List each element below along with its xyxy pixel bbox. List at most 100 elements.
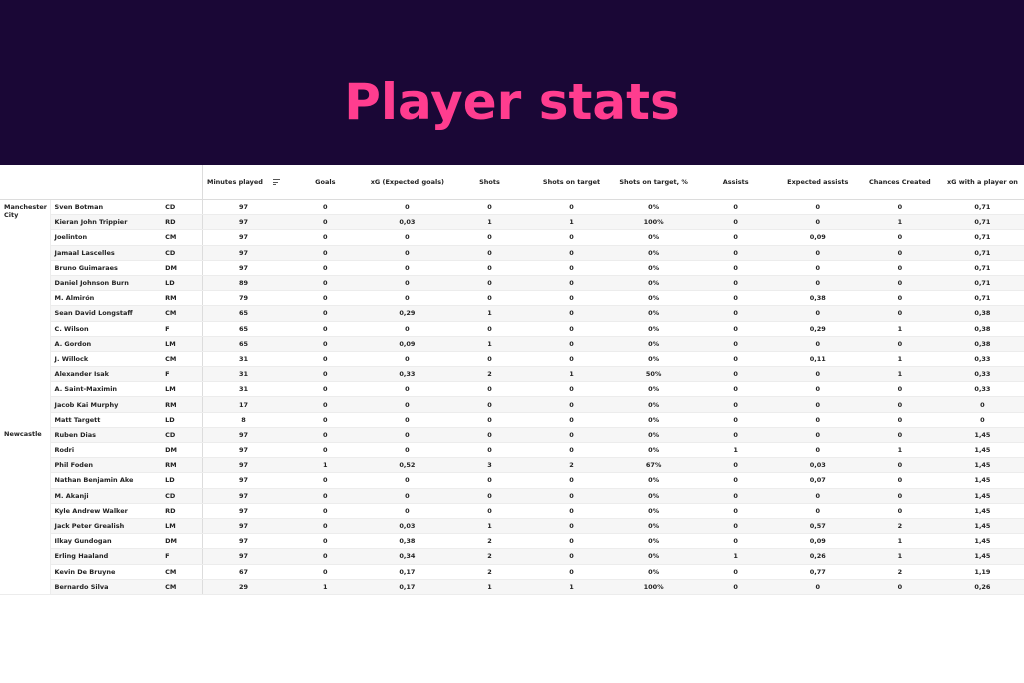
player-position: CD: [163, 488, 203, 504]
player-name[interactable]: Kieran John Trippier: [49, 214, 164, 231]
player-name[interactable]: Bernardo Silva: [49, 579, 164, 595]
table-row[interactable]: Daniel Johnson Burn LD 89 0 0 0 0 0% 0 0 0 0,71: [0, 275, 1024, 292]
player-name[interactable]: Phil Foden: [49, 457, 164, 474]
player-name[interactable]: Rodri: [49, 442, 164, 459]
player-name[interactable]: Jack Peter Grealish: [49, 518, 164, 535]
player-name[interactable]: Jamaal Lascelles: [49, 245, 164, 261]
player-name[interactable]: Jacob Kai Murphy: [49, 396, 164, 413]
cell-xgon: 0,38: [940, 321, 1024, 337]
table-row[interactable]: Kieran John Trippier RD 97 0 0,03 1 1 100% 0 0 1 0,…: [0, 214, 1024, 231]
table-row[interactable]: Manchester City Sven Botman CD 97 0 0 0 0 0% 0 0 0 0…: [0, 199, 1024, 219]
cell-sotpct: 67%: [612, 457, 695, 474]
cell-xa: 0,77: [776, 564, 859, 580]
column-header-label: Expected assists: [787, 178, 849, 186]
player-name[interactable]: A. Saint-Maximin: [49, 381, 164, 398]
player-name[interactable]: Alexander Isak: [49, 366, 164, 383]
table-row[interactable]: Ilkay Gundogan DM 97 0 0,38 2 0 0% 0 0,09 1 1,45: [0, 533, 1024, 550]
cell-chances: 0: [858, 457, 941, 474]
cell-shots: 1: [448, 518, 531, 535]
player-name[interactable]: A. Gordon: [49, 336, 164, 352]
table-row[interactable]: Phil Foden RM 97 1 0,52 3 2 67% 0 0,03 0 1,45: [0, 457, 1024, 474]
player-name[interactable]: Ilkay Gundogan: [49, 533, 164, 550]
column-header-sot[interactable]: Shots on target: [530, 165, 613, 200]
cell-xa: 0,11: [776, 351, 859, 368]
table-row[interactable]: Rodri DM 97 0 0 0 0 0% 1 0 1 1,45: [0, 442, 1024, 459]
cell-shots: 1: [448, 579, 531, 595]
player-name[interactable]: Sean David Longstaff: [49, 305, 164, 322]
column-header-goals[interactable]: Goals: [284, 165, 367, 200]
table-row[interactable]: Newcastle Ruben Dias CD 97 0 0 0 0 0% 0 0 0 1,45: [0, 427, 1024, 595]
table-row[interactable]: Bruno Guimaraes DM 97 0 0 0 0 0% 0 0 0 0,71: [0, 260, 1024, 276]
cell-chances: 0: [858, 579, 941, 595]
player-position: RM: [163, 396, 203, 413]
table-row[interactable]: Jamaal Lascelles CD 97 0 0 0 0 0% 0 0 0 0,71: [0, 245, 1024, 261]
table-row[interactable]: A. Saint-Maximin LM 31 0 0 0 0 0% 0 0 0 0,33: [0, 381, 1024, 398]
column-header-sotpct[interactable]: Shots on target, %: [612, 165, 695, 200]
cell-sot: 0: [530, 305, 613, 322]
cell-xa: 0,09: [776, 229, 859, 246]
player-name[interactable]: J. Willock: [49, 351, 164, 368]
table-row[interactable]: Jack Peter Grealish LM 97 0 0,03 1 0 0% 0 0,57 2 1,…: [0, 518, 1024, 535]
cell-xa: 0,57: [776, 518, 859, 535]
table-row[interactable]: Jacob Kai Murphy RM 17 0 0 0 0 0% 0 0 0 0: [0, 396, 1024, 413]
cell-assists: 0: [694, 260, 777, 276]
player-name[interactable]: Ruben Dias: [49, 427, 164, 444]
player-name[interactable]: Bruno Guimaraes: [49, 260, 164, 276]
cell-goals: 0: [284, 229, 367, 246]
table-row[interactable]: M. Almirón RM 79 0 0 0 0 0% 0 0,38 0 0,71: [0, 290, 1024, 307]
player-position: DM: [163, 533, 203, 550]
column-header-xa[interactable]: Expected assists: [776, 165, 859, 200]
cell-sot: 0: [530, 199, 613, 216]
column-header-xg[interactable]: xG (Expected goals): [366, 165, 449, 200]
cell-xgon: 0,71: [940, 229, 1024, 246]
column-header-chances[interactable]: Chances Created: [858, 165, 941, 200]
player-name[interactable]: Kevin De Bruyne: [49, 564, 164, 580]
cell-assists: 0: [694, 518, 777, 535]
cell-shots: 0: [448, 351, 531, 368]
table-row[interactable]: Erling Haaland F 97 0 0,34 2 0 0% 1 0,26 1 1,45: [0, 548, 1024, 565]
player-name[interactable]: Joelinton: [49, 229, 164, 246]
table-row[interactable]: Sean David Longstaff CM 65 0 0,29 1 0 0% 0 0 0 0,38: [0, 305, 1024, 322]
table-row[interactable]: C. Wilson F 65 0 0 0 0 0% 0 0,29 1 0,38: [0, 321, 1024, 337]
cell-sotpct: 0%: [612, 548, 695, 565]
player-name[interactable]: Matt Targett: [49, 412, 164, 428]
cell-assists: 0: [694, 412, 777, 428]
player-name[interactable]: Sven Botman: [49, 199, 164, 216]
cell-xg: 0: [366, 321, 449, 337]
page-title: Player stats: [344, 73, 680, 131]
column-header-minutes[interactable]: Minutes played: [202, 165, 285, 200]
sort-descending-icon[interactable]: [272, 179, 280, 185]
cell-minutes: 97: [202, 533, 285, 550]
column-header-shots[interactable]: Shots: [448, 165, 531, 200]
table-row[interactable]: Kevin De Bruyne CM 67 0 0,17 2 0 0% 0 0,77 2 1,19: [0, 564, 1024, 580]
cell-xa: 0: [776, 245, 859, 261]
column-header-assists[interactable]: Assists: [694, 165, 777, 200]
cell-sot: 0: [530, 396, 613, 413]
table-row[interactable]: Joelinton CM 97 0 0 0 0 0% 0 0,09 0 0,71: [0, 229, 1024, 246]
cell-goals: 0: [284, 564, 367, 580]
cell-xgon: 1,45: [940, 518, 1024, 535]
cell-xa: 0: [776, 442, 859, 459]
player-name[interactable]: Kyle Andrew Walker: [49, 503, 164, 519]
player-name[interactable]: C. Wilson: [49, 321, 164, 337]
table-row[interactable]: Kyle Andrew Walker RD 97 0 0 0 0 0% 0 0 0 1,45: [0, 503, 1024, 519]
table-row[interactable]: M. Akanji CD 97 0 0 0 0 0% 0 0 0 1,45: [0, 488, 1024, 504]
cell-xg: 0,34: [366, 548, 449, 565]
player-name[interactable]: Nathan Benjamin Ake: [49, 472, 164, 489]
cell-shots: 0: [448, 412, 531, 428]
cell-xgon: 0,71: [940, 199, 1024, 216]
player-name[interactable]: Daniel Johnson Burn: [49, 275, 164, 292]
cell-xgon: 1,45: [940, 472, 1024, 489]
table-row[interactable]: Bernardo Silva CM 29 1 0,17 1 1 100% 0 0 0 0,26: [0, 579, 1024, 595]
player-name[interactable]: M. Akanji: [49, 488, 164, 504]
cell-sot: 0: [530, 260, 613, 276]
player-name[interactable]: M. Almirón: [49, 290, 164, 307]
table-row[interactable]: Nathan Benjamin Ake LD 97 0 0 0 0 0% 0 0,07 0 1,45: [0, 472, 1024, 489]
cell-xg: 0: [366, 412, 449, 428]
table-row[interactable]: A. Gordon LM 65 0 0,09 1 0 0% 0 0 0 0,38: [0, 336, 1024, 352]
column-header-xgon[interactable]: xG with a player on: [940, 165, 1024, 200]
player-name[interactable]: Erling Haaland: [49, 548, 164, 565]
table-row[interactable]: J. Willock CM 31 0 0 0 0 0% 0 0,11 1 0,33: [0, 351, 1024, 368]
table-row[interactable]: Matt Targett LD 8 0 0 0 0 0% 0 0 0 0: [0, 412, 1024, 428]
table-row[interactable]: Alexander Isak F 31 0 0,33 2 1 50% 0 0 1 0,33: [0, 366, 1024, 383]
